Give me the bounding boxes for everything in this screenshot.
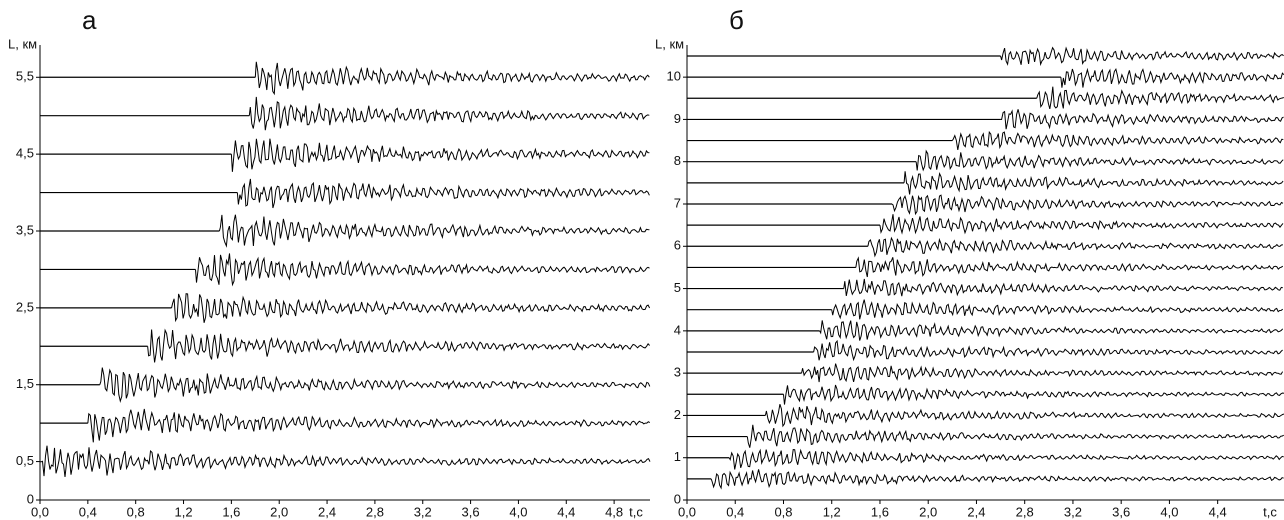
trace-wiggle bbox=[801, 363, 1284, 383]
trace-wiggle bbox=[87, 408, 651, 443]
trace-wiggle bbox=[855, 256, 1284, 278]
x-tick-label: 4,4 bbox=[1209, 504, 1227, 519]
y-tick-label: 0,5 bbox=[16, 453, 34, 468]
y-tick-label: 3 bbox=[674, 365, 681, 380]
y-tick-label: 4,5 bbox=[16, 146, 34, 161]
x-tick-label: 2,8 bbox=[366, 504, 384, 519]
trace-wiggle bbox=[39, 445, 651, 478]
y-tick-label: 8 bbox=[674, 153, 681, 168]
trace-wiggle bbox=[746, 424, 1284, 448]
y-tick-label: 6 bbox=[674, 238, 681, 253]
x-tick-label: 2,0 bbox=[270, 504, 288, 519]
x-tick-label: 2,4 bbox=[967, 504, 985, 519]
x-tick-label: 0,8 bbox=[774, 504, 792, 519]
x-tick-label: 4,4 bbox=[557, 504, 575, 519]
x-tick-label: 1,6 bbox=[871, 504, 889, 519]
y-tick-label: 0 bbox=[27, 491, 34, 506]
trace-wiggle bbox=[831, 299, 1284, 320]
x-tick-label: 2,0 bbox=[919, 504, 937, 519]
trace-wiggle bbox=[171, 293, 651, 323]
x-tick-label: 4,8 bbox=[605, 504, 623, 519]
y-tick-label: 3,5 bbox=[16, 222, 34, 237]
x-tick-label: 1,2 bbox=[174, 504, 192, 519]
x-tick-label: 2,4 bbox=[318, 504, 336, 519]
y-tick-label: 2 bbox=[674, 407, 681, 422]
x-tick-label: 4,0 bbox=[1160, 504, 1178, 519]
x-tick-label: 1,2 bbox=[823, 504, 841, 519]
trace-wiggle bbox=[1000, 46, 1284, 67]
trace-wiggle bbox=[218, 214, 650, 248]
x-tick-label: 3,6 bbox=[1112, 504, 1130, 519]
trace-wiggle bbox=[248, 96, 650, 131]
y-tick-label: 5 bbox=[674, 280, 681, 295]
y-tick-label: 2,5 bbox=[16, 299, 34, 314]
y-tick-label: 10 bbox=[667, 69, 681, 84]
x-tick-label: 0,8 bbox=[127, 504, 145, 519]
y-tick-label: 7 bbox=[674, 195, 681, 210]
y-tick-label: 0 bbox=[674, 491, 681, 506]
trace-wiggle bbox=[915, 149, 1284, 172]
x-tick-label: 2,8 bbox=[1016, 504, 1034, 519]
y-tick-label: 9 bbox=[674, 111, 681, 126]
trace-wiggle bbox=[236, 178, 650, 209]
x-tick-label: 0,4 bbox=[79, 504, 97, 519]
trace-wiggle bbox=[99, 367, 651, 404]
x-axis-label: t,c bbox=[629, 504, 643, 519]
y-tick-label: 1,5 bbox=[16, 376, 34, 391]
trace-wiggle bbox=[254, 61, 650, 96]
x-axis-label: t,c bbox=[1263, 504, 1277, 519]
x-tick-label: 3,6 bbox=[462, 504, 480, 519]
trace-wiggle bbox=[194, 253, 650, 287]
x-tick-label: 0,0 bbox=[31, 504, 49, 519]
trace-wiggle bbox=[813, 339, 1283, 362]
x-tick-label: 3,2 bbox=[414, 504, 432, 519]
y-axis-label: L, км bbox=[8, 36, 37, 51]
trace-wiggle bbox=[710, 469, 1284, 490]
trace-wiggle bbox=[843, 278, 1283, 297]
x-tick-label: 0,4 bbox=[726, 504, 744, 519]
trace-wiggle bbox=[230, 138, 650, 172]
trace-wiggle bbox=[891, 194, 1284, 216]
x-tick-label: 1,6 bbox=[222, 504, 240, 519]
trace-wiggle bbox=[782, 384, 1284, 405]
trace-wiggle bbox=[147, 328, 650, 363]
trace-wiggle bbox=[951, 130, 1284, 150]
trace-wiggle bbox=[1000, 109, 1284, 130]
trace-wiggle bbox=[1036, 86, 1284, 110]
y-tick-label: 1 bbox=[674, 449, 681, 464]
trace-wiggle bbox=[728, 448, 1284, 470]
y-tick-label: 4 bbox=[674, 322, 681, 337]
x-tick-label: 4,0 bbox=[509, 504, 527, 519]
x-tick-label: 3,2 bbox=[1064, 504, 1082, 519]
y-tick-label: 5,5 bbox=[16, 69, 34, 84]
trace-wiggle bbox=[819, 320, 1284, 341]
panel-title: а bbox=[82, 5, 97, 35]
trace-wiggle bbox=[879, 214, 1284, 235]
trace-wiggle bbox=[1060, 67, 1284, 88]
x-tick-label: 0,0 bbox=[678, 504, 696, 519]
trace-wiggle bbox=[867, 236, 1283, 258]
trace-wiggle bbox=[764, 404, 1284, 428]
panel-title: б bbox=[729, 5, 744, 35]
y-axis-label: L, км bbox=[655, 36, 684, 51]
trace-wiggle bbox=[903, 171, 1284, 195]
